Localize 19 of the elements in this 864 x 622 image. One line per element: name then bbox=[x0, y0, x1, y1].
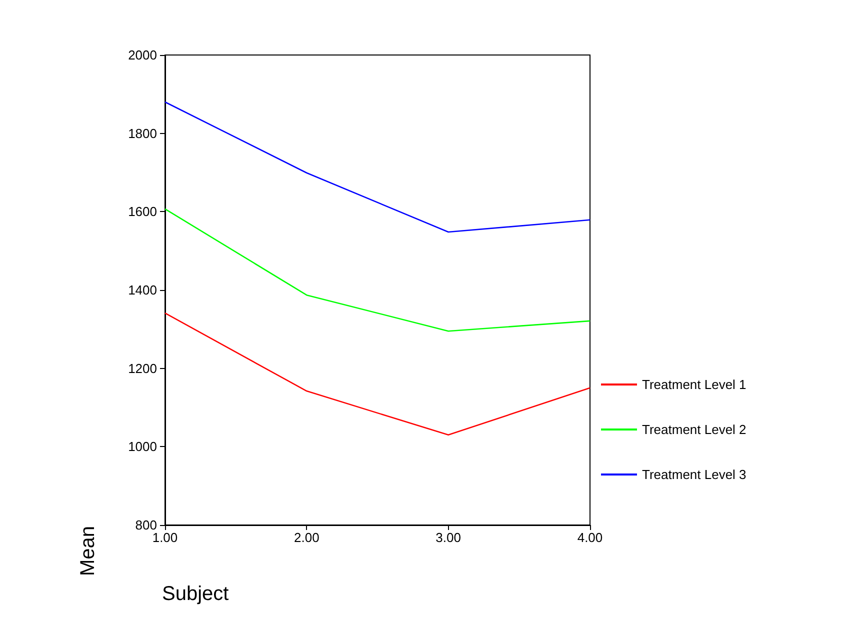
legend-label: Treatment Level 2 bbox=[642, 422, 746, 437]
line-series bbox=[164, 101, 591, 233]
y-tick-label: 1800 bbox=[128, 126, 157, 141]
y-tick-label: 1000 bbox=[128, 439, 157, 454]
y-tick-label: 1600 bbox=[128, 204, 157, 220]
x-tick-label: 1.00 bbox=[152, 530, 178, 545]
y-tick-label: 800 bbox=[135, 518, 157, 532]
x-tick-label: 4.00 bbox=[577, 530, 603, 545]
legend-label: Treatment Level 3 bbox=[642, 467, 746, 482]
y-tick-label: 1400 bbox=[128, 282, 157, 298]
legend-label: Treatment Level 1 bbox=[642, 377, 746, 392]
x-tick-label: 2.00 bbox=[294, 530, 320, 545]
x-tick-label: 3.00 bbox=[436, 530, 461, 545]
y-tick-label: 2000 bbox=[128, 48, 157, 62]
x-axis-title: Subject bbox=[162, 583, 230, 605]
y-axis-title: Mean bbox=[77, 526, 99, 576]
y-tick-label: 1200 bbox=[128, 360, 157, 376]
line-series bbox=[164, 312, 591, 436]
line-series bbox=[164, 208, 591, 332]
